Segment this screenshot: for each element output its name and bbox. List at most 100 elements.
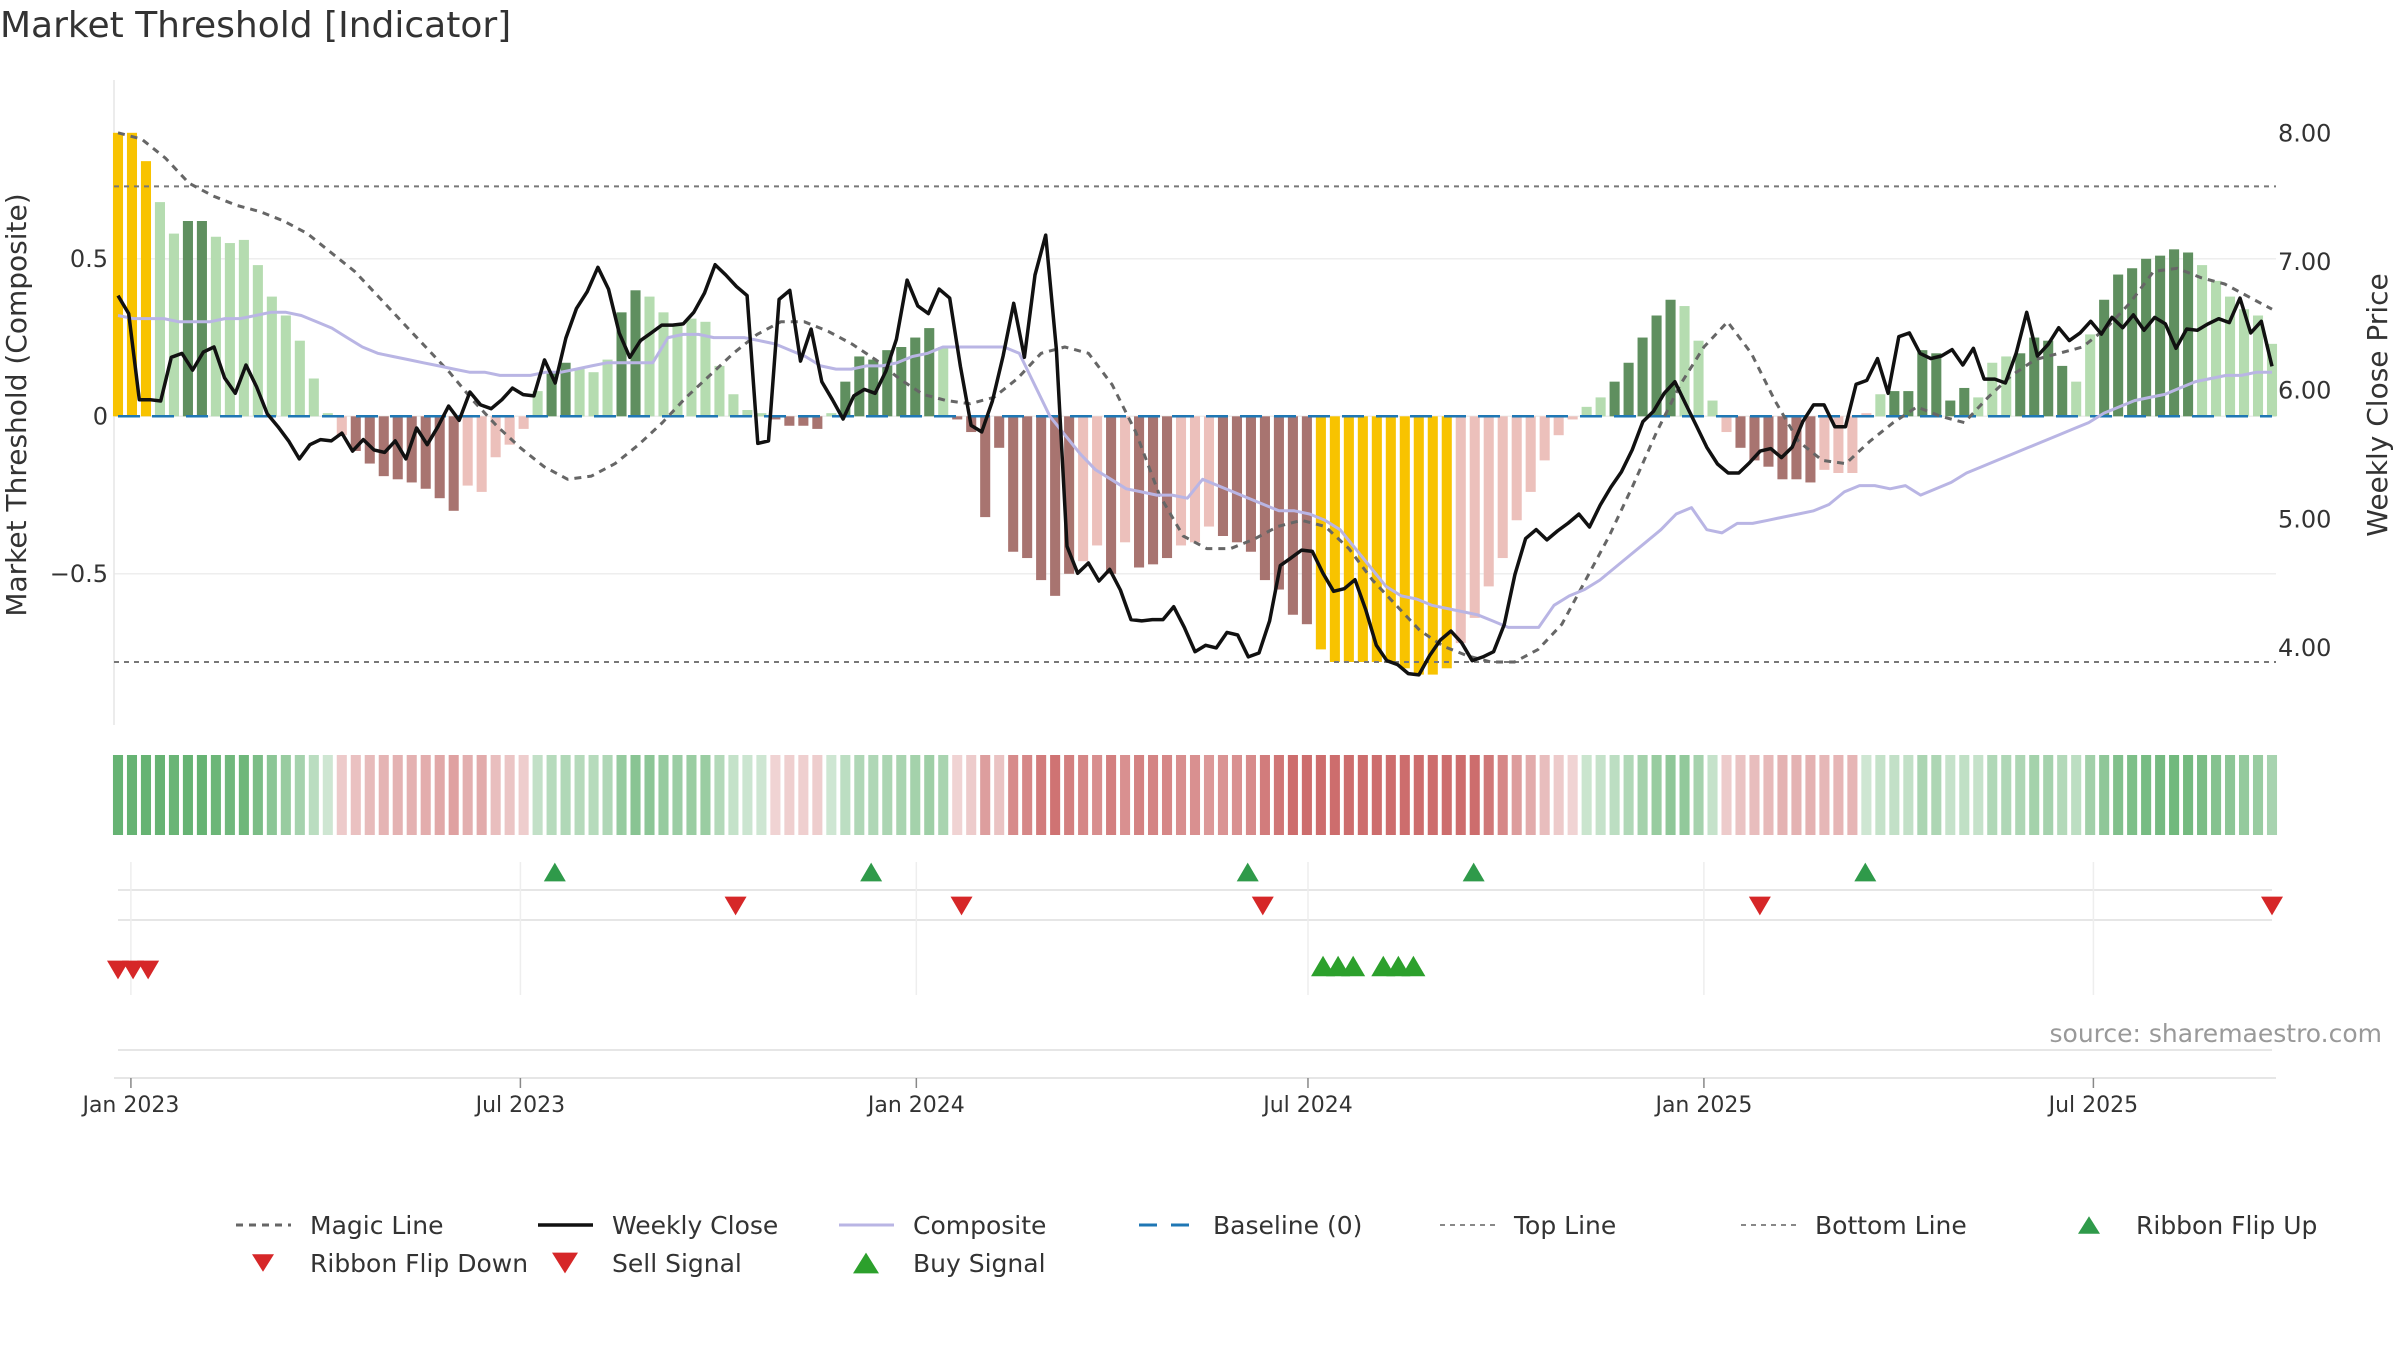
magic-line	[117, 131, 2273, 664]
ribbon-flip-up-marker	[1236, 862, 1259, 882]
histogram-bar	[1385, 416, 1396, 662]
ribbon-cell	[406, 755, 417, 835]
ribbon-cell	[1987, 755, 1998, 835]
ribbon-cell	[742, 755, 753, 835]
ribbon-cell	[882, 755, 893, 835]
histogram-bar	[742, 410, 753, 417]
ribbon-cell	[1917, 755, 1928, 835]
histogram-bar	[798, 416, 809, 426]
histogram-bar	[854, 356, 865, 417]
legend-swatch-buy	[853, 1252, 879, 1274]
right-tick-label: 5.00	[2278, 505, 2331, 533]
ribbon-cell	[1665, 755, 1676, 835]
ribbon-cell	[658, 755, 669, 835]
histogram-bar	[896, 347, 907, 417]
histogram-bar	[280, 315, 291, 417]
ribbon-cell	[686, 755, 697, 835]
histogram-bar	[952, 416, 963, 420]
ribbon-cell	[728, 755, 739, 835]
ribbon-cell	[980, 755, 991, 835]
histogram-bar	[1959, 387, 1970, 417]
ribbon-cell	[1245, 755, 1256, 835]
left-axis-ticks: 0.5 0 −0.5	[50, 245, 108, 588]
ribbon-cell	[546, 755, 557, 835]
buy-signal-marker	[1341, 955, 1366, 977]
right-tick-label: 7.00	[2278, 248, 2331, 276]
histogram-bar	[2252, 315, 2264, 417]
histogram-bar	[448, 416, 459, 511]
histogram-bar	[560, 362, 571, 417]
right-axis-title: Weekly Close Price	[2361, 273, 2394, 536]
histogram-bar	[322, 413, 333, 417]
ribbon-cell	[2099, 755, 2110, 835]
legend-item-top: Top Line	[1440, 1211, 1616, 1240]
histogram-bar	[980, 416, 991, 518]
histogram-bar	[532, 391, 543, 417]
histogram-bar	[1175, 416, 1187, 546]
histogram-bar	[700, 321, 711, 417]
histogram-bar	[2225, 296, 2236, 417]
ribbon-cell	[378, 755, 389, 835]
ribbon-cell	[1092, 755, 1103, 835]
buy-signal-marker	[1401, 955, 1426, 977]
histogram-bar	[924, 328, 935, 417]
histogram-bar	[1553, 416, 1564, 436]
ribbon-cell	[2211, 755, 2222, 835]
sell-signal-marker	[137, 960, 160, 980]
right-axis-label: Weekly Close Price	[2361, 273, 2394, 536]
histogram-bar	[1092, 416, 1103, 546]
histogram-bar	[756, 413, 767, 417]
ribbon-flip-up-marker	[1854, 862, 1877, 882]
histogram-bar	[1036, 416, 1047, 581]
buy-signal-marker	[1311, 955, 1336, 977]
ribbon-cell	[476, 755, 487, 835]
histogram-bar	[1861, 413, 1872, 417]
ribbon-cell	[602, 755, 613, 835]
histogram-bar	[1847, 416, 1858, 473]
ribbon-cell	[868, 755, 879, 835]
left-tick-label: 0	[93, 402, 108, 430]
sell-signal-marker	[122, 960, 145, 980]
histogram-bar	[1050, 416, 1061, 596]
ribbon-cell	[1469, 755, 1480, 835]
histogram-bar	[714, 365, 725, 417]
ribbon-cell	[1595, 755, 1606, 835]
ribbon-cell	[1441, 755, 1452, 835]
ribbon-cell	[574, 755, 585, 835]
x-tick-label: Jul 2025	[2047, 1093, 2139, 1118]
histogram-bar	[294, 340, 305, 417]
ribbon-cell	[1623, 755, 1634, 835]
right-axis-ticks: 8.00 7.00 6.00 5.00 4.00	[2278, 120, 2331, 662]
ribbon-cell	[224, 755, 235, 835]
ribbon-cell	[1889, 755, 1900, 835]
ribbon-cell	[798, 755, 809, 835]
ribbon-cell	[336, 755, 347, 835]
histogram-bar	[1735, 416, 1746, 448]
histogram-bar	[1595, 397, 1606, 417]
histogram-bar	[2113, 274, 2124, 417]
histogram-bar	[938, 347, 949, 417]
histogram-bar	[658, 312, 669, 417]
chart-title: Market Threshold [Indicator]	[0, 5, 511, 46]
ribbon-cell	[112, 755, 124, 835]
ribbon-cell	[1805, 755, 1816, 835]
ribbon-cell	[252, 755, 263, 835]
buy-signal-marker	[1371, 955, 1396, 977]
histogram-bar	[378, 416, 389, 477]
histogram-bar	[1637, 337, 1648, 417]
ribbon-flip-down-marker	[1748, 896, 1771, 916]
ribbon-cell	[420, 755, 431, 835]
ribbon-cell	[1371, 755, 1382, 835]
ribbon-cell	[1455, 755, 1466, 835]
ribbon-cell	[2266, 755, 2278, 835]
ribbon-cell	[910, 755, 921, 835]
histogram-bar	[2029, 337, 2040, 417]
histogram-bar	[1525, 416, 1536, 492]
legend-swatch-sell	[552, 1252, 578, 1274]
histogram-bar	[1399, 416, 1410, 669]
ribbon-cell	[1399, 755, 1410, 835]
ribbon-cell	[560, 755, 571, 835]
histogram-bar	[1833, 416, 1844, 473]
ribbon-cell	[1259, 755, 1270, 835]
histogram-bar	[154, 202, 165, 417]
